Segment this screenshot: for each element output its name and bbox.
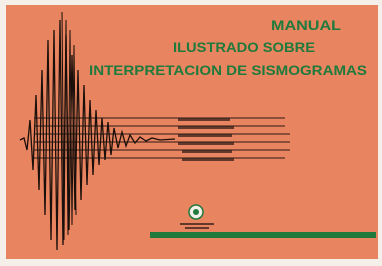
green-band — [150, 232, 376, 238]
publisher-logo-center — [193, 209, 199, 215]
book-cover: MANUAL ILUSTRADO SOBRE INTERPRETACION DE… — [0, 0, 382, 266]
title-line: ILUSTRADO SOBRE — [173, 39, 315, 55]
title-line: MANUAL — [271, 17, 342, 33]
title-line: INTERPRETACION DE SISMOGRAMAS — [89, 62, 367, 78]
